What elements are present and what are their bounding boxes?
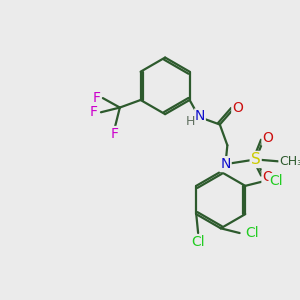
Text: H: H	[186, 115, 195, 128]
Text: N: N	[195, 109, 205, 123]
Text: N: N	[220, 157, 231, 171]
Text: S: S	[251, 152, 260, 167]
Text: F: F	[89, 105, 98, 119]
Text: O: O	[232, 100, 243, 115]
Text: Cl: Cl	[245, 226, 259, 240]
Text: F: F	[92, 91, 100, 105]
Text: Cl: Cl	[191, 236, 205, 250]
Text: F: F	[111, 127, 119, 141]
Text: O: O	[262, 131, 273, 145]
Text: CH₃: CH₃	[279, 155, 300, 168]
Text: Cl: Cl	[270, 174, 283, 188]
Text: O: O	[262, 170, 273, 184]
